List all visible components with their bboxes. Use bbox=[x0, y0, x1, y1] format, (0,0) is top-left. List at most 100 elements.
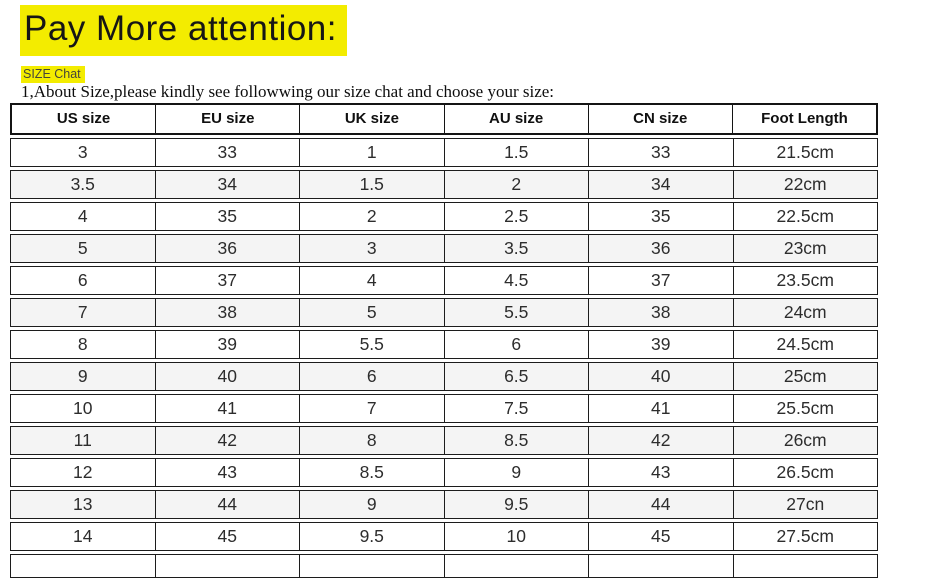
table-cell: 8.5 bbox=[300, 459, 445, 486]
table-row: 7 38 5 5.5 38 24cm bbox=[10, 298, 878, 327]
note-line: 1,About Size,please kindly see followwin… bbox=[21, 82, 555, 101]
table-cell: 41 bbox=[589, 395, 734, 422]
table-cell: 45 bbox=[589, 523, 734, 550]
table-cell: 8 bbox=[300, 427, 445, 454]
table-cell: 21.5cm bbox=[776, 142, 834, 162]
table-row: 3.5 34 1.5 2 34 22cm bbox=[10, 170, 878, 199]
size-chat-label: SIZE Chat bbox=[21, 66, 85, 83]
table-row: 9 40 6 6.5 40 25cm bbox=[10, 362, 878, 391]
table-cell: 3.5 bbox=[11, 171, 156, 198]
table-cell: 45 bbox=[156, 523, 300, 550]
table-cell: 6 bbox=[300, 363, 445, 390]
table-cell: 11 bbox=[11, 427, 156, 454]
table-cell: 1.5 bbox=[300, 171, 445, 198]
table-cell: 42 bbox=[156, 427, 300, 454]
table-row: 3 33 1 1.5 33 21.5cm bbox=[10, 138, 878, 167]
header-cell: UK size bbox=[300, 105, 445, 133]
table-row: 5 36 3 3.5 36 23cm bbox=[10, 234, 878, 263]
table-cell: 9 bbox=[11, 363, 156, 390]
table-cell: 23cm bbox=[783, 238, 827, 258]
table-cell: 7 bbox=[11, 299, 156, 326]
table-cell: 44 bbox=[156, 491, 300, 518]
header-cell: US size bbox=[12, 105, 157, 133]
table-cell: 33 bbox=[589, 139, 734, 166]
table-cell: 3 bbox=[11, 139, 156, 166]
table-row: 4 35 2 2.5 35 22.5cm bbox=[10, 202, 878, 231]
table-cell bbox=[156, 555, 300, 577]
table-cell: 5.5 bbox=[300, 331, 445, 358]
size-table: US size EU size UK size AU size CN size Foot … bbox=[10, 103, 878, 578]
table-cell: 42 bbox=[589, 427, 734, 454]
table-cell: 26.5cm bbox=[776, 462, 834, 482]
table-cell: 43 bbox=[156, 459, 300, 486]
table-cell: 34 bbox=[589, 171, 734, 198]
table-cell: 37 bbox=[589, 267, 734, 294]
table-cell: 43 bbox=[589, 459, 734, 486]
table-cell: 2 bbox=[300, 203, 445, 230]
table-cell: 22.5cm bbox=[776, 206, 834, 226]
table-cell: 1 bbox=[300, 139, 445, 166]
table-cell: 26cm bbox=[783, 430, 827, 450]
table-cell bbox=[11, 555, 156, 577]
table-cell: 9 bbox=[445, 459, 589, 486]
header-cell: AU size bbox=[445, 105, 589, 133]
table-cell: 39 bbox=[156, 331, 300, 358]
table-cell: 40 bbox=[156, 363, 300, 390]
table-cell: 12 bbox=[11, 459, 156, 486]
table-cell: 33 bbox=[156, 139, 300, 166]
header-cell: EU size bbox=[156, 105, 301, 133]
table-row: 8 39 5.5 6 39 24.5cm bbox=[10, 330, 878, 359]
table-cell: 4.5 bbox=[445, 267, 589, 294]
table-row: 14 45 9.5 10 45 27.5cm bbox=[10, 522, 878, 551]
table-cell: 38 bbox=[156, 299, 300, 326]
table-cell bbox=[734, 555, 878, 577]
table-cell: 3 bbox=[300, 235, 445, 262]
header-cell: CN size bbox=[589, 105, 733, 133]
table-cell: 36 bbox=[589, 235, 734, 262]
table-row: 10 41 7 7.5 41 25.5cm bbox=[10, 394, 878, 423]
table-cell: 40 bbox=[589, 363, 734, 390]
table-cell: 35 bbox=[156, 203, 300, 230]
table-cell: 41 bbox=[156, 395, 300, 422]
table-cell: 37 bbox=[156, 267, 300, 294]
table-cell: 14 bbox=[11, 523, 156, 550]
table-cell: 5 bbox=[300, 299, 445, 326]
table-cell bbox=[300, 555, 445, 577]
table-cell: 1.5 bbox=[445, 139, 589, 166]
table-row: 11 42 8 8.5 42 26cm bbox=[10, 426, 878, 455]
table-cell: 22cm bbox=[783, 174, 827, 194]
table-cell: 6.5 bbox=[445, 363, 589, 390]
table-cell: 9 bbox=[300, 491, 445, 518]
table-cell: 8.5 bbox=[445, 427, 589, 454]
table-cell: 27cn bbox=[786, 494, 825, 514]
table-cell: 36 bbox=[156, 235, 300, 262]
table-cell: 10 bbox=[11, 395, 156, 422]
table-cell: 23.5cm bbox=[776, 270, 834, 290]
table-cell: 9.5 bbox=[445, 491, 589, 518]
table-cell: 25.5cm bbox=[776, 398, 834, 418]
table-cell: 4 bbox=[11, 203, 156, 230]
header-cell: Foot Length bbox=[761, 110, 848, 127]
table-cell: 10 bbox=[445, 523, 589, 550]
page-title: Pay More attention: bbox=[20, 5, 347, 56]
table-cell: 27.5cm bbox=[776, 526, 834, 546]
table-cell: 38 bbox=[589, 299, 734, 326]
table-cell: 6 bbox=[445, 331, 589, 358]
table-cell: 3.5 bbox=[445, 235, 589, 262]
table-body: 3 33 1 1.5 33 21.5cm 3.5 34 1.5 2 34 22cm 4 35 2 2.5 35 2… bbox=[10, 138, 878, 551]
table-cell: 34 bbox=[156, 171, 300, 198]
table-cell: 24cm bbox=[783, 302, 827, 322]
table-cell: 7.5 bbox=[445, 395, 589, 422]
table-cell: 2.5 bbox=[445, 203, 589, 230]
table-cell: 25cm bbox=[783, 366, 827, 386]
table-partial-row bbox=[10, 554, 878, 578]
table-cell: 5 bbox=[11, 235, 156, 262]
table-row: 6 37 4 4.5 37 23.5cm bbox=[10, 266, 878, 295]
table-cell: 44 bbox=[589, 491, 734, 518]
table-cell bbox=[589, 555, 734, 577]
table-cell bbox=[445, 555, 589, 577]
table-cell: 39 bbox=[589, 331, 734, 358]
table-row: 12 43 8.5 9 43 26.5cm bbox=[10, 458, 878, 487]
table-cell: 13 bbox=[11, 491, 156, 518]
table-cell: 2 bbox=[445, 171, 589, 198]
